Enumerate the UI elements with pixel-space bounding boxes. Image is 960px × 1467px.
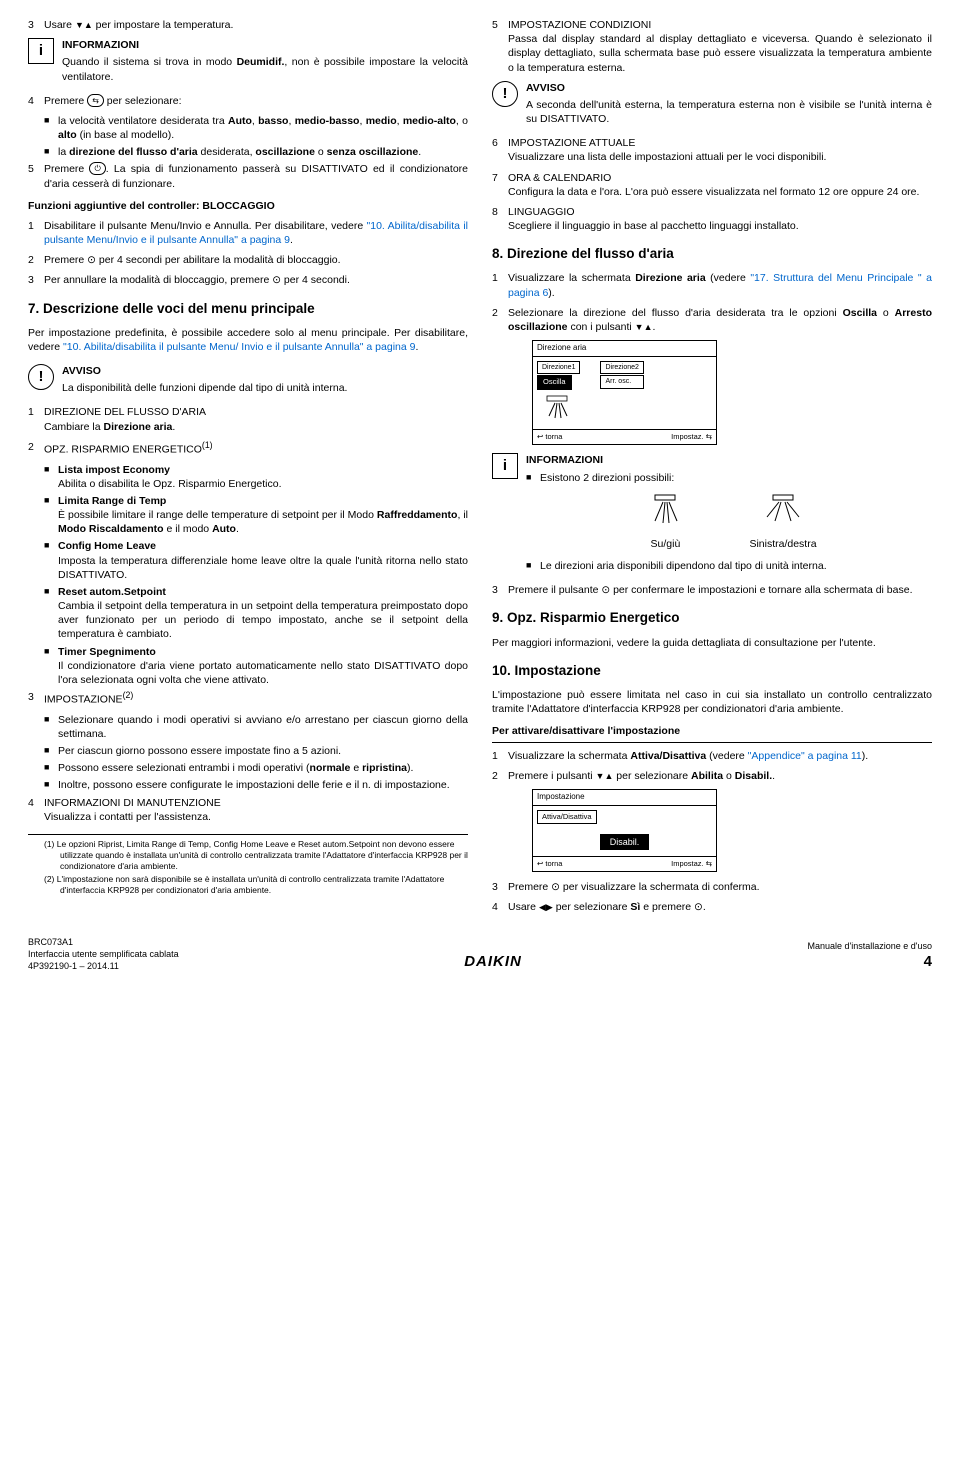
screen-setting: Impostazione Attiva/Disattiva Disabil. ↩… xyxy=(532,789,717,872)
link[interactable]: "17. Struttura del Menu Principale " a p… xyxy=(508,272,932,298)
screen-value: Disabil. xyxy=(600,834,650,850)
info-title: INFORMAZIONI xyxy=(62,38,468,52)
info-box: i INFORMAZIONI ■Esistono 2 direzioni pos… xyxy=(492,453,932,573)
section-heading: 7. Descrizione delle voci del menu princ… xyxy=(28,300,468,318)
page-footer: BRC073A1 Interfaccia utente semplificata… xyxy=(28,936,932,972)
section-heading: 9. Opz. Risparmio Energetico xyxy=(492,609,932,627)
warning-icon: ! xyxy=(28,364,54,390)
step-text: Premere ⏻. La spia di funzionamento pass… xyxy=(44,162,468,190)
paragraph: Per impostazione predefinita, è possibil… xyxy=(28,326,468,354)
left-column: 3Usare ▼▲ per impostare la temperatura. … xyxy=(28,18,468,920)
screen-back: ↩ torna xyxy=(537,432,562,442)
updown-icon xyxy=(641,493,689,529)
menu-item: 5IMPOSTAZIONE CONDIZIONIPassa dal displa… xyxy=(492,18,932,75)
link[interactable]: "Appendice" a pagina 11 xyxy=(748,750,862,762)
menu-item: 3IMPOSTAZIONE(2) xyxy=(28,690,468,707)
direction-leftright: Sinistra/destra xyxy=(749,493,816,551)
leftright-icon xyxy=(759,493,807,529)
subheading: Funzioni aggiuntive del controller: BLOC… xyxy=(28,199,468,213)
menu-item: 8LINGUAGGIOScegliere il linguaggio in ba… xyxy=(492,205,932,233)
info-icon: i xyxy=(492,453,518,479)
info-title: INFORMAZIONI xyxy=(526,453,932,467)
page-number: 4 xyxy=(807,952,932,972)
step: 1Visualizzare la schermata Direzione ari… xyxy=(492,271,932,299)
screen-back: ↩ torna xyxy=(537,859,562,869)
direction-updown: Su/giù xyxy=(641,493,689,551)
notice-body: La disponibilità delle funzioni dipende … xyxy=(62,381,468,395)
step: 4Usare ◀▶ per selezionare Sì e premere ⊙… xyxy=(492,900,932,914)
screen-header: Impostazione xyxy=(533,790,716,806)
paragraph: L'impostazione può essere limitata nel c… xyxy=(492,688,932,716)
paragraph: Per maggiori informazioni, vedere la gui… xyxy=(492,636,932,650)
screen-set: Impostaz. ⇆ xyxy=(671,432,712,442)
footnote: (2) L'impostazione non sarà disponibile … xyxy=(44,874,468,896)
step-num: 5 xyxy=(28,162,44,190)
menu-item: 1DIREZIONE DEL FLUSSO D'ARIACambiare la … xyxy=(28,405,468,433)
bullet: ■Reset autom.SetpointCambia il setpoint … xyxy=(44,585,468,642)
step-num: 3 xyxy=(28,18,44,32)
notice-box: ! AVVISO La disponibilità delle funzioni… xyxy=(28,364,468,395)
bullet: ■Config Home LeaveImposta la temperatura… xyxy=(44,539,468,582)
info-icon: i xyxy=(28,38,54,64)
bullet: ■Timer SpegnimentoIl condizionatore d'ar… xyxy=(44,645,468,688)
step-text: Usare ▼▲ per impostare la temperatura. xyxy=(44,18,468,32)
step: 3Per annullare la modalità di bloccaggio… xyxy=(28,273,468,287)
menu-item: 7ORA & CALENDARIOConfigura la data e l'o… xyxy=(492,171,932,199)
tab-selected: Oscilla xyxy=(537,375,572,389)
step: 2Premere i pulsanti ▼▲ per selezionare A… xyxy=(492,769,932,783)
footer-desc: Interfaccia utente semplificata cablata xyxy=(28,948,179,960)
link[interactable]: "10. Abilita/disabilita il pulsante Menu… xyxy=(44,220,468,246)
footer-manual: Manuale d'installazione e d'uso xyxy=(807,940,932,952)
bullet: ■Lista impost EconomyAbilita o disabilit… xyxy=(44,463,468,491)
airflow-icon xyxy=(537,394,577,422)
step-num: 4 xyxy=(28,94,44,108)
step: 1Visualizzare la schermata Attiva/Disatt… xyxy=(492,749,932,763)
screen-direction: Direzione aria Direzione1Oscilla Direzio… xyxy=(532,340,717,445)
bullet: ■Selezionare quando i modi operativi si … xyxy=(44,713,468,741)
notice-title: AVVISO xyxy=(62,364,468,378)
bullet: ■Limita Range di TempÈ possibile limitar… xyxy=(44,494,468,537)
menu-item: 6IMPOSTAZIONE ATTUALEVisualizzare una li… xyxy=(492,136,932,164)
menu-item: 4INFORMAZIONI DI MANUTENZIONEVisualizza … xyxy=(28,796,468,824)
screen-set: Impostaz. ⇆ xyxy=(671,859,712,869)
bullet: ■la velocità ventilatore desiderata tra … xyxy=(44,114,468,142)
warning-icon: ! xyxy=(492,81,518,107)
notice-title: AVVISO xyxy=(526,81,932,95)
section-heading: 8. Direzione del flusso d'aria xyxy=(492,245,932,263)
notice-box: ! AVVISO A seconda dell'unità esterna, l… xyxy=(492,81,932,127)
subheading: Per attivare/disattivare l'impostazione xyxy=(492,724,932,742)
bullet: ■Per ciascun giorno possono essere impos… xyxy=(44,744,468,758)
footer-code: 4P392190-1 – 2014.11 xyxy=(28,960,179,972)
notice-body: A seconda dell'unità esterna, la tempera… xyxy=(526,98,932,126)
link[interactable]: "10. Abilita/disabilita il pulsante Menu… xyxy=(63,341,415,353)
info-body: Quando il sistema si trova in modo Deumi… xyxy=(62,55,468,83)
step: 2Selezionare la direzione del flusso d'a… xyxy=(492,306,932,334)
footer-model: BRC073A1 xyxy=(28,936,179,948)
step: 5Premere ⏻. La spia di funzionamento pas… xyxy=(28,162,468,190)
menu-item: 2OPZ. RISPARMIO ENERGETICO(1) xyxy=(28,440,468,457)
step: 3Premere ⊙ per visualizzare la schermata… xyxy=(492,880,932,894)
bullet: ■Possono essere selezionati entrambi i m… xyxy=(44,761,468,775)
step: 3Usare ▼▲ per impostare la temperatura. xyxy=(28,18,468,32)
step: 2Premere ⊙ per 4 secondi per abilitare l… xyxy=(28,253,468,267)
footer-brand: DAIKIN xyxy=(464,952,522,972)
bullet: ■la direzione del flusso d'aria desidera… xyxy=(44,145,468,159)
info-box: i INFORMAZIONI Quando il sistema si trov… xyxy=(28,38,468,84)
step-text: Premere ⇆ per selezionare: xyxy=(44,94,468,108)
section-heading: 10. Impostazione xyxy=(492,662,932,680)
bullet: ■Inoltre, possono essere configurate le … xyxy=(44,778,468,792)
right-column: 5IMPOSTAZIONE CONDIZIONIPassa dal displa… xyxy=(492,18,932,920)
screen-header: Direzione aria xyxy=(533,341,716,357)
step: 3Premere il pulsante ⊙ per confermare le… xyxy=(492,583,932,597)
footnote: (1) Le opzioni Riprist, Limita Range di … xyxy=(44,839,468,872)
step: 4Premere ⇆ per selezionare: xyxy=(28,94,468,108)
step: 1Disabilitare il pulsante Menu/Invio e A… xyxy=(28,219,468,247)
